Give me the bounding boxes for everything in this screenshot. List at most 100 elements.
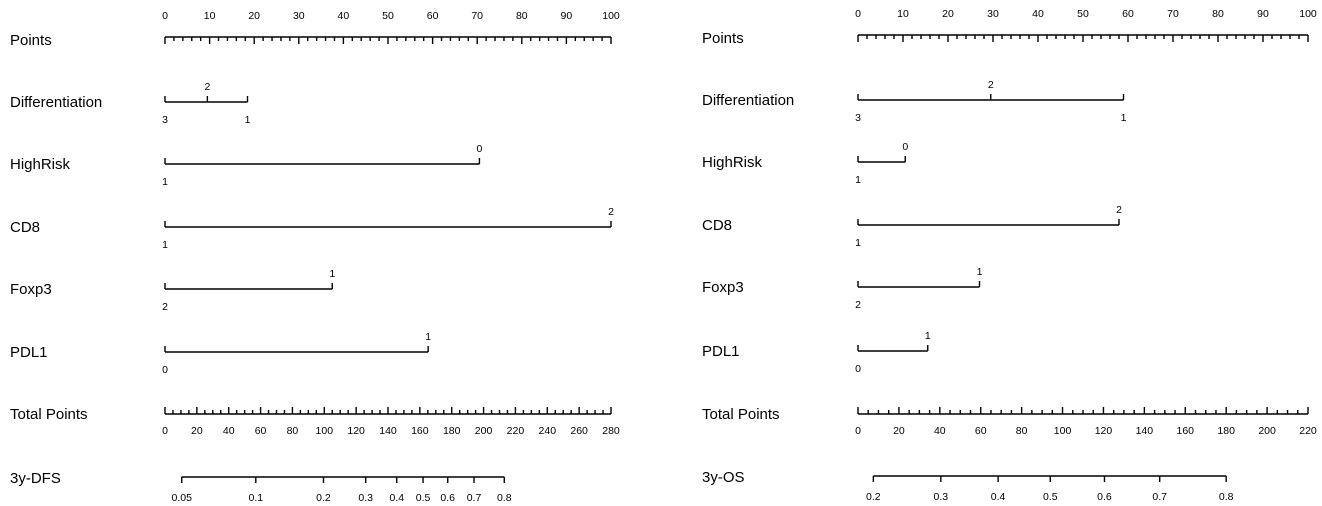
row-label-highrisk: HighRisk (10, 156, 71, 173)
row-label-total-points: Total Points (10, 406, 88, 423)
3y-dfs-axis-tick-label: 0.5 (416, 492, 431, 504)
total-points-axis-tick-label: 140 (379, 425, 397, 437)
total-points-axis-tick-label: 260 (570, 425, 588, 437)
foxp3-level-label: 1 (329, 268, 335, 280)
points-axis-tick-label: 80 (516, 10, 528, 22)
cd8-level-label: 2 (1116, 204, 1122, 216)
3y-dfs-axis-tick-label: 0.05 (172, 492, 193, 504)
highrisk-level-label: 1 (855, 174, 861, 186)
3y-os-axis-tick-label: 0.6 (1097, 491, 1112, 503)
3y-dfs-axis-tick-label: 0.4 (389, 492, 404, 504)
row-label-3y-dfs: 3y-DFS (10, 470, 61, 487)
total-points-axis-tick-label: 60 (255, 425, 267, 437)
row-label-foxp3: Foxp3 (10, 281, 52, 298)
total-points-axis-tick-label: 140 (1136, 425, 1154, 437)
total-points-axis-tick-label: 180 (1217, 425, 1235, 437)
total-points-axis-tick-label: 200 (475, 425, 493, 437)
points-axis-tick-label: 90 (561, 10, 573, 22)
3y-dfs-axis-tick-label: 0.6 (440, 492, 455, 504)
points-axis-tick-label: 20 (248, 10, 260, 22)
total-points-axis-tick-label: 280 (602, 425, 620, 437)
pdl1-level-label: 0 (855, 363, 861, 375)
3y-dfs-axis-tick-label: 0.1 (248, 492, 263, 504)
row-label-cd8: CD8 (10, 219, 40, 236)
row-label-differentiation: Differentiation (10, 94, 102, 111)
points-axis-tick-label: 30 (293, 10, 305, 22)
points-axis-tick-label: 100 (602, 10, 620, 22)
total-points-axis-tick-label: 220 (1299, 425, 1317, 437)
total-points-axis-tick-label: 220 (507, 425, 525, 437)
3y-os-axis-tick-label: 0.7 (1152, 491, 1167, 503)
points-axis-tick-label: 20 (942, 8, 954, 20)
total-points-axis-tick-label: 0 (162, 425, 168, 437)
total-points-axis-tick-label: 100 (1054, 425, 1072, 437)
total-points-axis-tick-label: 20 (893, 425, 905, 437)
highrisk-level-label: 1 (162, 176, 168, 188)
total-points-axis-tick-label: 80 (1016, 425, 1028, 437)
differentiation-level-label: 1 (1121, 112, 1127, 124)
points-axis-tick-label: 90 (1257, 8, 1269, 20)
row-label-differentiation: Differentiation (702, 92, 794, 109)
pdl1-level-label: 0 (162, 364, 168, 376)
cd8-level-label: 1 (162, 239, 168, 251)
row-label-points: Points (10, 32, 52, 49)
differentiation-level-label: 2 (204, 81, 210, 93)
points-axis-tick-label: 60 (1122, 8, 1134, 20)
row-label-pdl1: PDL1 (702, 343, 740, 360)
points-axis-tick-label: 10 (897, 8, 909, 20)
3y-dfs-axis-tick-label: 0.7 (467, 492, 482, 504)
total-points-axis-tick-label: 180 (443, 425, 461, 437)
points-axis-tick-label: 0 (855, 8, 861, 20)
total-points-axis-tick-label: 40 (934, 425, 946, 437)
differentiation-level-label: 1 (245, 114, 251, 126)
3y-dfs-axis-tick-label: 0.8 (497, 492, 512, 504)
points-axis-tick-label: 60 (427, 10, 439, 22)
points-axis-tick-label: 0 (162, 10, 168, 22)
row-label-cd8: CD8 (702, 217, 732, 234)
points-axis-tick-label: 30 (987, 8, 999, 20)
points-axis-tick-label: 50 (382, 10, 394, 22)
3y-os-axis-tick-label: 0.5 (1043, 491, 1058, 503)
pdl1-level-label: 1 (425, 331, 431, 343)
foxp3-level-label: 1 (977, 266, 983, 278)
3y-os-axis-tick-label: 0.2 (866, 491, 881, 503)
row-label-pdl1: PDL1 (10, 344, 48, 361)
points-axis-tick-label: 10 (204, 10, 216, 22)
differentiation-level-label: 2 (988, 79, 994, 91)
foxp3-level-label: 2 (855, 299, 861, 311)
points-axis-tick-label: 80 (1212, 8, 1224, 20)
total-points-axis-tick-label: 80 (287, 425, 299, 437)
points-axis-tick-label: 40 (1032, 8, 1044, 20)
total-points-axis-tick-label: 0 (855, 425, 861, 437)
3y-dfs-axis-tick-label: 0.3 (358, 492, 373, 504)
total-points-axis-tick-label: 120 (1095, 425, 1113, 437)
pdl1-level-label: 1 (925, 330, 931, 342)
highrisk-level-label: 0 (477, 143, 483, 155)
points-axis-tick-label: 40 (338, 10, 350, 22)
row-label-total-points: Total Points (702, 406, 780, 423)
3y-dfs-axis-tick-label: 0.2 (316, 492, 331, 504)
row-label-foxp3: Foxp3 (702, 279, 744, 296)
total-points-axis-tick-label: 40 (223, 425, 235, 437)
row-label-highrisk: HighRisk (702, 154, 763, 171)
points-axis-tick-label: 70 (1167, 8, 1179, 20)
total-points-axis-tick-label: 100 (316, 425, 334, 437)
highrisk-level-label: 0 (902, 141, 908, 153)
total-points-axis-tick-label: 160 (1177, 425, 1195, 437)
row-label-3y-os: 3y-OS (702, 469, 745, 486)
3y-os-axis-tick-label: 0.8 (1219, 491, 1234, 503)
total-points-axis-tick-label: 60 (975, 425, 987, 437)
points-axis-tick-label: 50 (1077, 8, 1089, 20)
cd8-level-label: 2 (608, 206, 614, 218)
total-points-axis-tick-label: 200 (1258, 425, 1276, 437)
3y-os-axis-tick-label: 0.3 (934, 491, 949, 503)
total-points-axis-tick-label: 240 (539, 425, 557, 437)
differentiation-level-label: 3 (855, 112, 861, 124)
total-points-axis-tick-label: 120 (347, 425, 365, 437)
foxp3-level-label: 2 (162, 301, 168, 313)
points-axis-tick-label: 70 (471, 10, 483, 22)
total-points-axis-tick-label: 20 (191, 425, 203, 437)
total-points-axis-tick-label: 160 (411, 425, 429, 437)
row-label-points: Points (702, 30, 744, 47)
